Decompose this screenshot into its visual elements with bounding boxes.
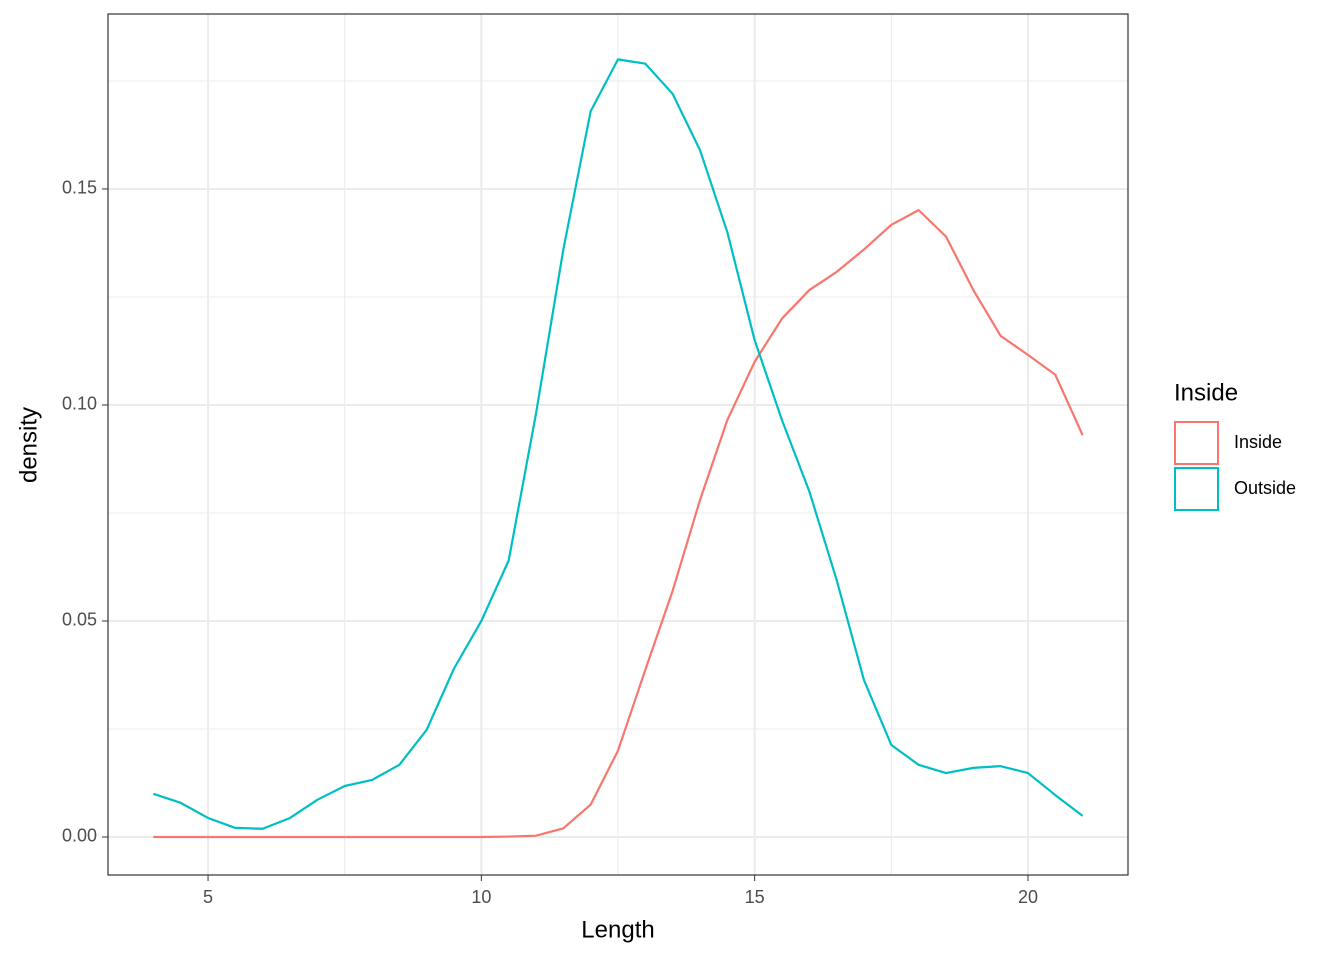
- legend-label: Outside: [1234, 478, 1296, 498]
- legend-key: [1174, 467, 1219, 511]
- x-tick-label: 10: [471, 887, 491, 907]
- line: [153, 209, 1084, 839]
- y-tick-label: 0.15: [62, 178, 97, 198]
- y-tick-label: 0.10: [62, 394, 97, 414]
- line: [153, 58, 1084, 830]
- legend-label: Inside: [1234, 432, 1282, 452]
- x-tick-label: 15: [745, 887, 765, 907]
- legend-key: [1174, 421, 1219, 465]
- x-axis-label: Length: [581, 916, 654, 943]
- panel-border: [107, 13, 1129, 876]
- legend-title: Inside: [1174, 379, 1238, 406]
- y-axis-label: density: [15, 407, 42, 483]
- x-tick-label: 5: [203, 887, 213, 907]
- x-tick-label: 20: [1018, 887, 1038, 907]
- y-tick-label: 0.05: [62, 610, 97, 630]
- y-tick-label: 0.00: [62, 826, 97, 846]
